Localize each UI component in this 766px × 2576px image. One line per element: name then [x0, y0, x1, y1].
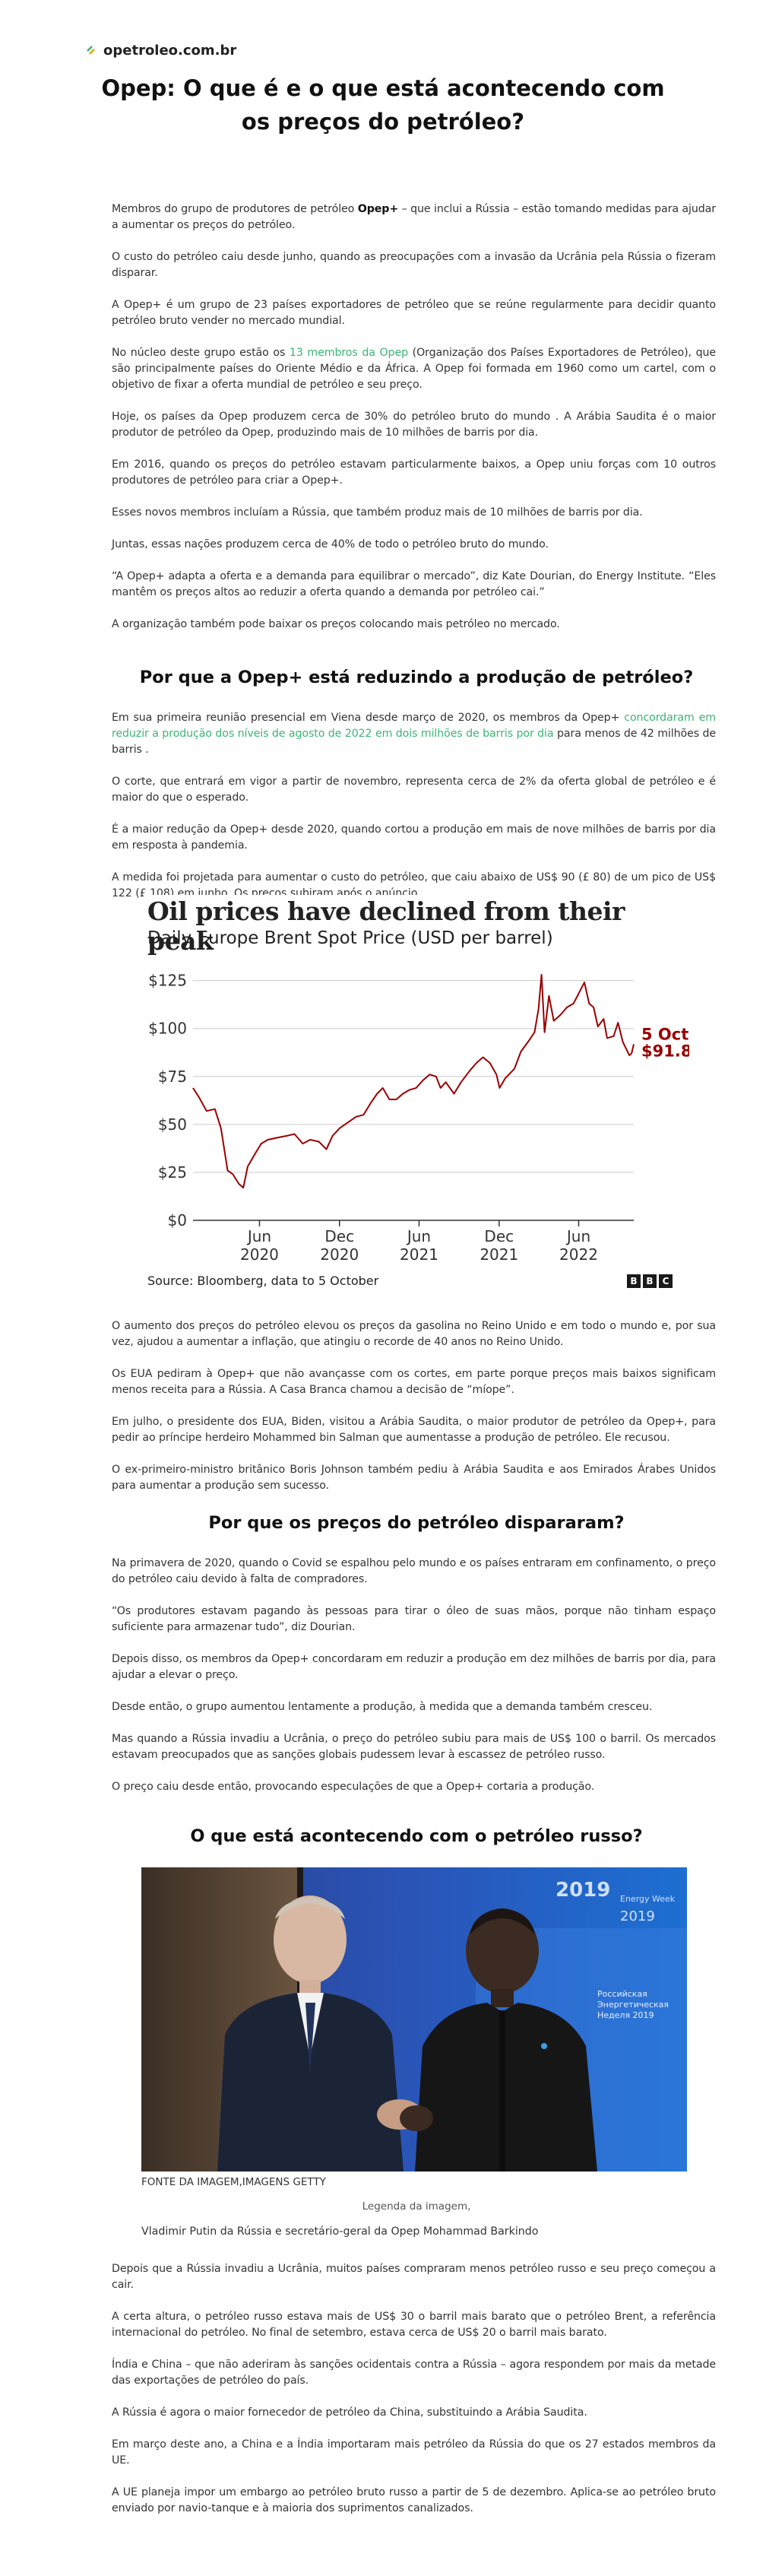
image-caption-label: Legenda da imagem,	[362, 2200, 471, 2213]
image-credit: FONTE DA IMAGEM,IMAGENS GETTY	[141, 2176, 326, 2188]
section3-paragraph-2: A certa altura, o petróleo russo estava …	[112, 2311, 716, 2339]
page-title: Opep: O que é e o que está acontecendo c…	[101, 75, 665, 135]
x-tick-label: 2021	[480, 1245, 518, 1264]
oil-drop-logo-icon	[87, 45, 95, 55]
bbc-logo-letter: B	[643, 1274, 657, 1288]
oil-price-chart: $0 $25 $50 $75 $100 $125 Jun 2020 Dec 2020 Jun 2021…	[144, 895, 689, 1292]
y-tick-label: $50	[158, 1115, 187, 1134]
site-name[interactable]: opetroleo.com.br	[103, 43, 237, 59]
y-tick-label: $125	[148, 972, 187, 990]
intro-paragraph-4: No núcleo deste grupo estão os 13 membro…	[112, 347, 717, 391]
section1-paragraph-7: Em julho, o presidente dos EUA, Biden, v…	[112, 1416, 716, 1444]
photo-banner-year: 2019	[556, 1879, 610, 1902]
section3-paragraph-6: A UE planeja impor um embargo ao petróle…	[112, 2486, 716, 2514]
chart-subtitle: Daily Europe Brent Spot Price (USD per b…	[147, 928, 553, 948]
intro-paragraph-1: Membros do grupo de produtores de petról…	[112, 203, 716, 231]
intro-paragraph-8: Juntas, essas nações produzem cerca de 4…	[112, 538, 549, 550]
x-tick-label: Dec	[484, 1227, 514, 1245]
brent-price-line	[192, 974, 635, 1189]
intro-paragraph-5: Hoje, os países da Opep produzem cerca d…	[112, 411, 716, 439]
section2-paragraph-1: Na primavera de 2020, quando o Covid se …	[112, 1557, 716, 1585]
section3-paragraph-1: Depois que a Rússia invadiu a Ucrânia, m…	[112, 2263, 716, 2291]
section1-paragraph-5: O aumento dos preços do petróleo elevou …	[112, 1320, 716, 1348]
section2-paragraph-5: Mas quando a Rússia invadiu a Ucrânia, o…	[112, 1733, 716, 1761]
end-label-value: $91.84	[641, 1042, 689, 1060]
x-tick-label: Dec	[324, 1227, 354, 1245]
y-tick-label: $75	[158, 1068, 187, 1086]
photo-banner-russian: Российская Энергетическая Неделя 2019	[597, 1989, 672, 2020]
section1-paragraph-8: O ex-primeiro-ministro britânico Boris J…	[112, 1464, 716, 1492]
section2-paragraph-2: “Os produtores estavam pagando às pessoa…	[112, 1605, 716, 1633]
image-caption: Vladimir Putin da Rússia e secretário-ge…	[141, 2225, 539, 2238]
x-tick-label: 2020	[320, 1245, 359, 1264]
section-heading-1: Por que a Opep+ está reduzindo a produçã…	[139, 668, 694, 687]
putin-barkindo-photo: 2019 Energy Week 2019 Российская Энергет…	[141, 1867, 687, 2172]
y-tick-label: $25	[158, 1163, 187, 1182]
chart-source: Source: Bloomberg, data to 5 October	[147, 1274, 379, 1288]
chart-plot-area: $0$25$50$75$100$125Jun2020Dec2020Jun2021…	[148, 972, 689, 1264]
bbc-logo: B B C	[627, 1274, 673, 1288]
photo-illustration: 2019 Energy Week 2019 Российская Энергет…	[141, 1867, 687, 2172]
intro-paragraph-6: Em 2016, quando os preços do petróleo es…	[112, 458, 716, 487]
y-tick-label: $0	[168, 1211, 187, 1229]
x-tick-label: Jun	[246, 1227, 271, 1245]
photo-banner-year-2: 2019	[620, 1908, 655, 1924]
section1-paragraph-3: É a maior redução da Opep+ desde 2020, q…	[112, 823, 716, 852]
section2-paragraph-4: Desde então, o grupo aumentou lentamente…	[112, 1701, 653, 1713]
production-cut-link[interactable]: concordaram em reduzir a produção dos ní…	[112, 712, 716, 740]
chart-title: Oil prices have declined from their peak	[147, 896, 625, 956]
section3-paragraph-5: Em março deste ano, a China e a Índia im…	[112, 2438, 716, 2467]
section2-paragraph-6: O preço caiu desde então, provocando esp…	[112, 1781, 595, 1793]
x-tick-label: 2022	[559, 1245, 598, 1264]
intro-paragraph-9: “A Opep+ adapta a oferta e a demanda par…	[112, 570, 716, 598]
photo-banner-event: Energy Week	[620, 1894, 676, 1904]
bbc-logo-letter: C	[659, 1274, 673, 1288]
intro-paragraph-3: A Opep+ é um grupo de 23 países exportad…	[112, 299, 716, 327]
section1-paragraph-1: Em sua primeira reunião presencial em Vi…	[112, 712, 716, 756]
intro-paragraph-2: O custo do petróleo caiu desde junho, qu…	[112, 251, 716, 279]
x-tick-label: Jun	[406, 1227, 431, 1245]
y-tick-label: $100	[148, 1020, 187, 1038]
x-tick-label: 2020	[240, 1245, 279, 1264]
section1-paragraph-2: O corte, que entrará em vigor a partir d…	[112, 776, 716, 804]
section2-paragraph-3: Depois disso, os membros da Opep+ concor…	[112, 1653, 716, 1681]
opep-members-link[interactable]: 13 membros da Opep	[289, 347, 408, 359]
site-header[interactable]: opetroleo.com.br	[85, 43, 236, 59]
section1-paragraph-6: Os EUA pediram à Opep+ que não avançasse…	[112, 1368, 716, 1396]
intro-paragraph-10: A organização também pode baixar os preç…	[112, 618, 560, 630]
section3-paragraph-3: Índia e China – que não aderiram às sanç…	[112, 2359, 716, 2387]
section3-paragraph-4: A Rússia é agora o maior fornecedor de p…	[112, 2406, 587, 2419]
x-tick-label: 2021	[400, 1245, 438, 1264]
section-heading-2: Por que os preços do petróleo dispararam…	[208, 1513, 625, 1533]
intro-paragraph-7: Esses novos membros incluíam a Rússia, q…	[112, 506, 643, 519]
section-heading-3: O que está acontecendo com o petróleo ru…	[190, 1826, 643, 1846]
bbc-logo-letter: B	[627, 1274, 641, 1288]
x-tick-label: Jun	[565, 1227, 590, 1245]
end-label-date: 5 Oct	[641, 1025, 688, 1043]
